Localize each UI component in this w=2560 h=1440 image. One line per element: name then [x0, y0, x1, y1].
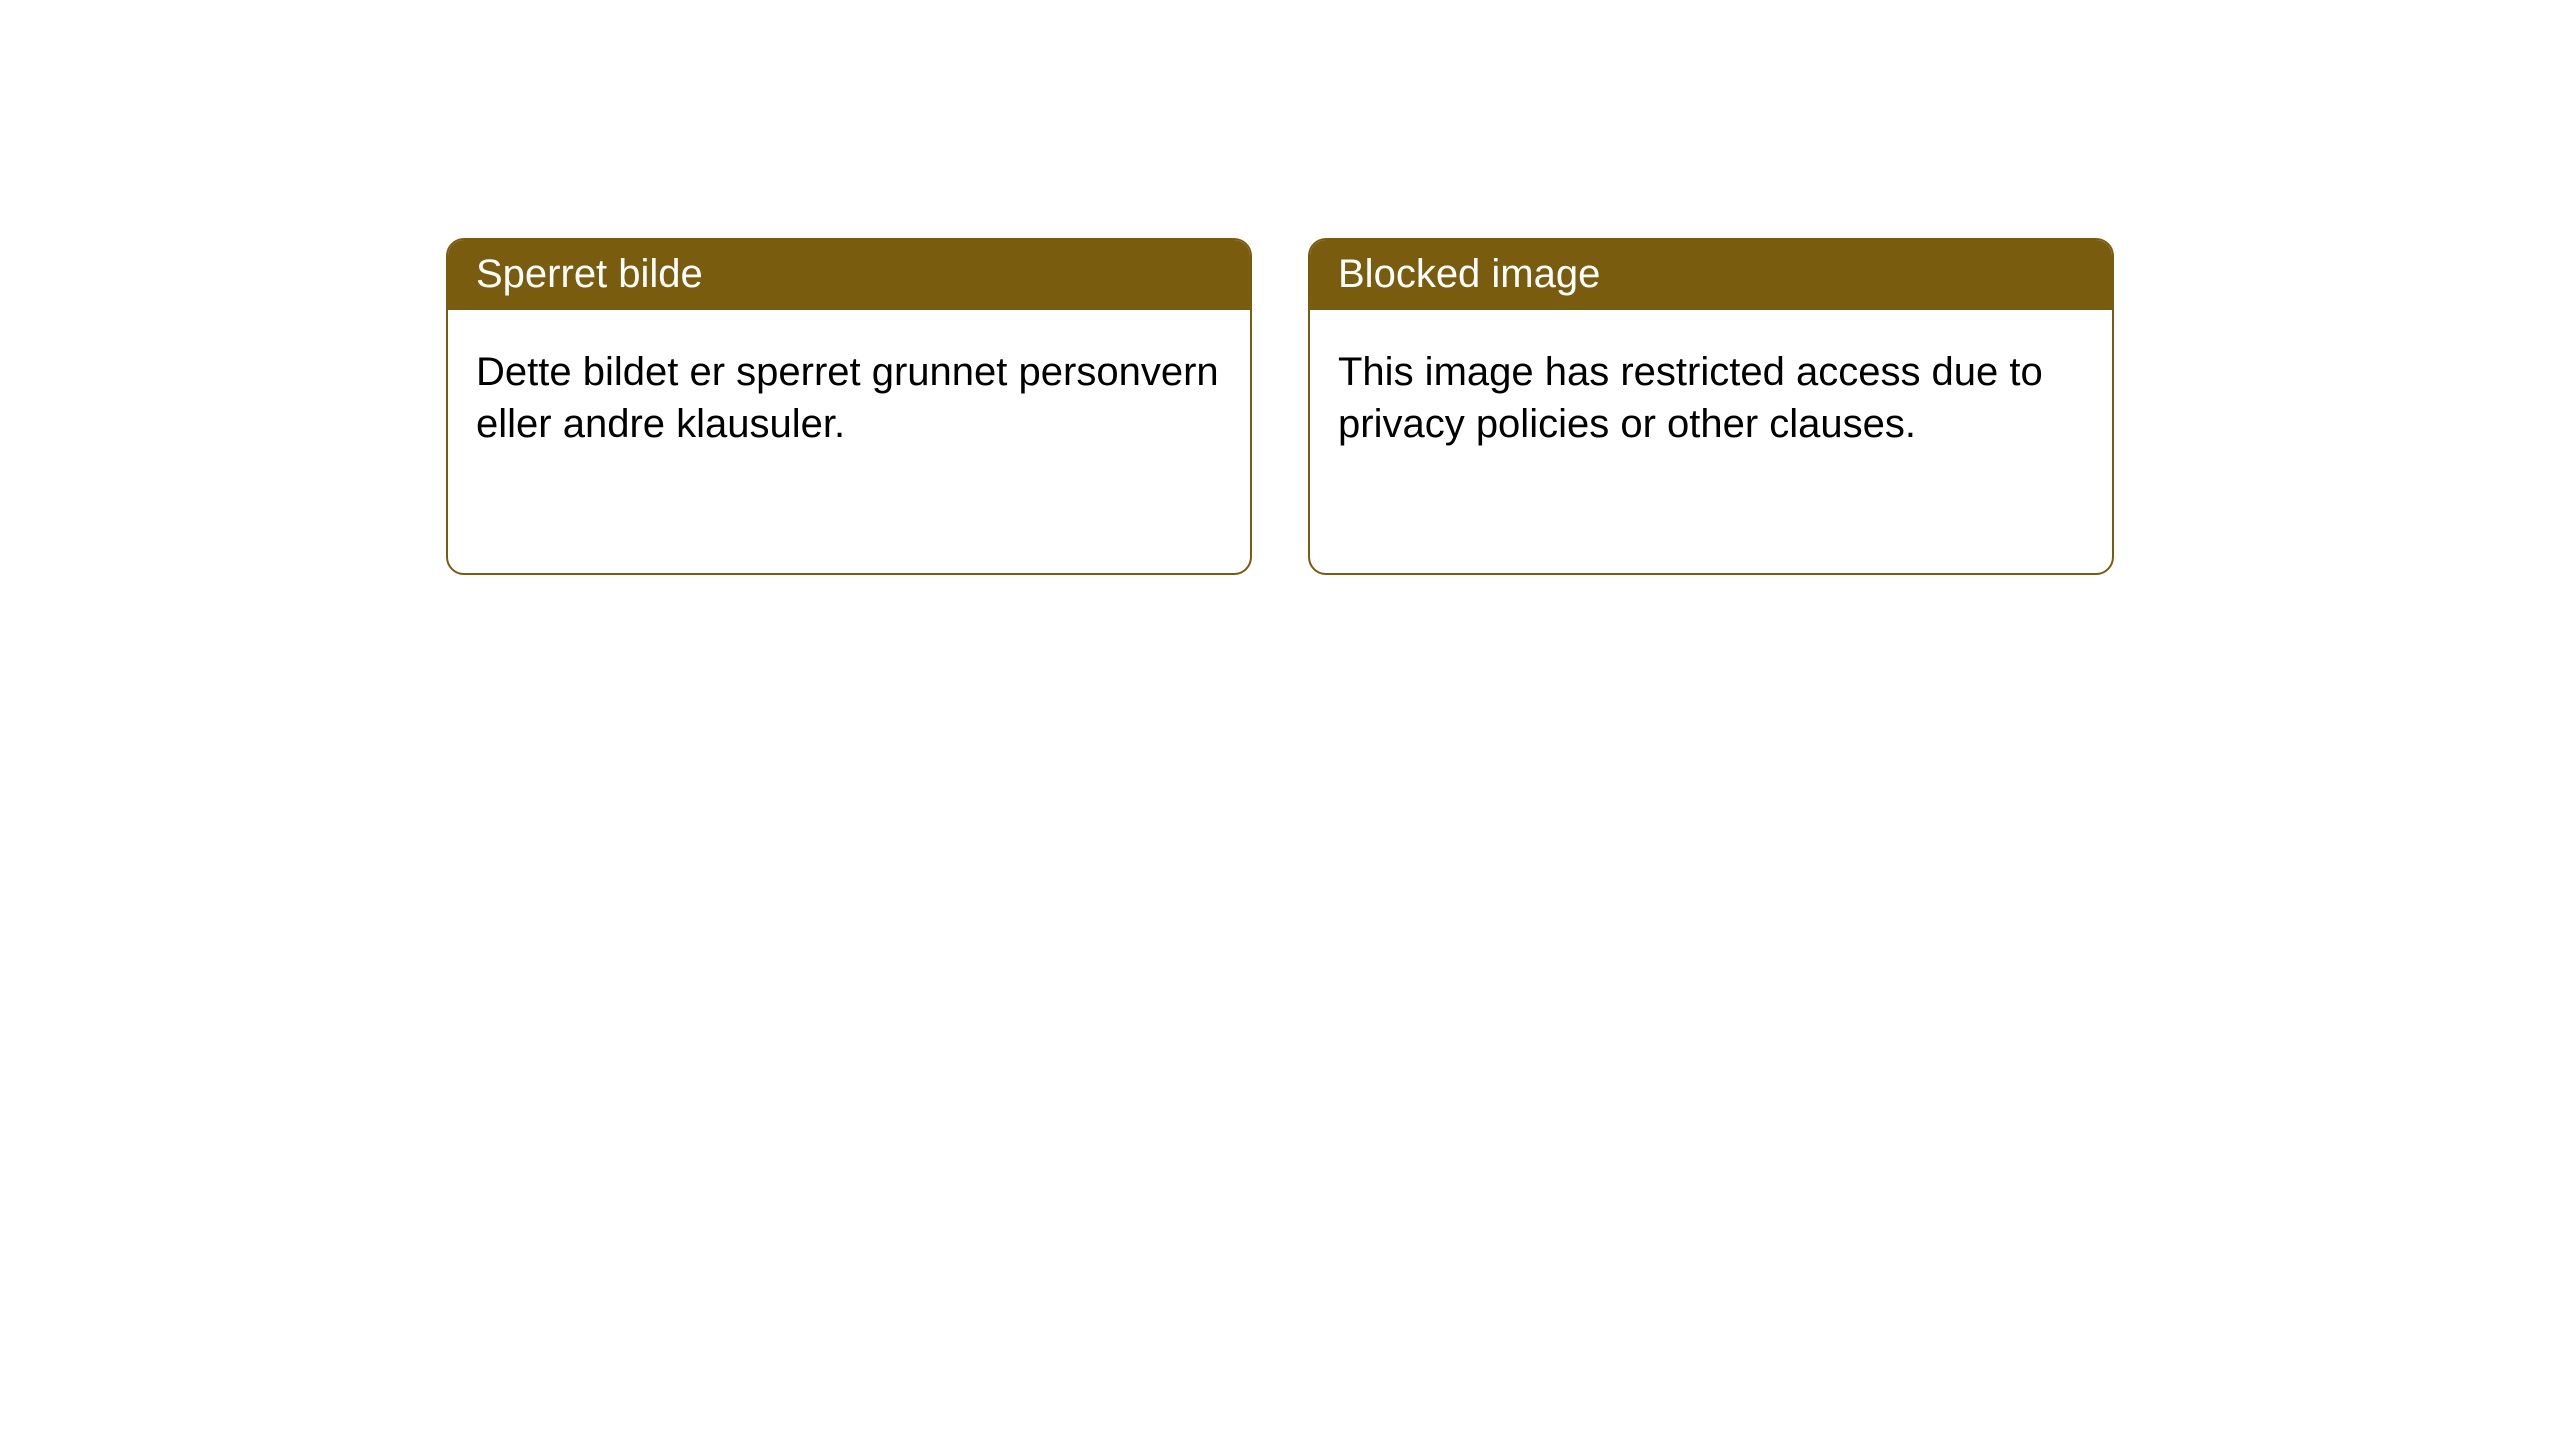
notice-card-norwegian: Sperret bilde Dette bildet er sperret gr…: [446, 238, 1252, 575]
notice-body-norwegian: Dette bildet er sperret grunnet personve…: [448, 310, 1250, 486]
notice-title-norwegian: Sperret bilde: [448, 240, 1250, 310]
notice-body-english: This image has restricted access due to …: [1310, 310, 2112, 486]
notice-card-english: Blocked image This image has restricted …: [1308, 238, 2114, 575]
notice-container: Sperret bilde Dette bildet er sperret gr…: [0, 0, 2560, 575]
notice-title-english: Blocked image: [1310, 240, 2112, 310]
